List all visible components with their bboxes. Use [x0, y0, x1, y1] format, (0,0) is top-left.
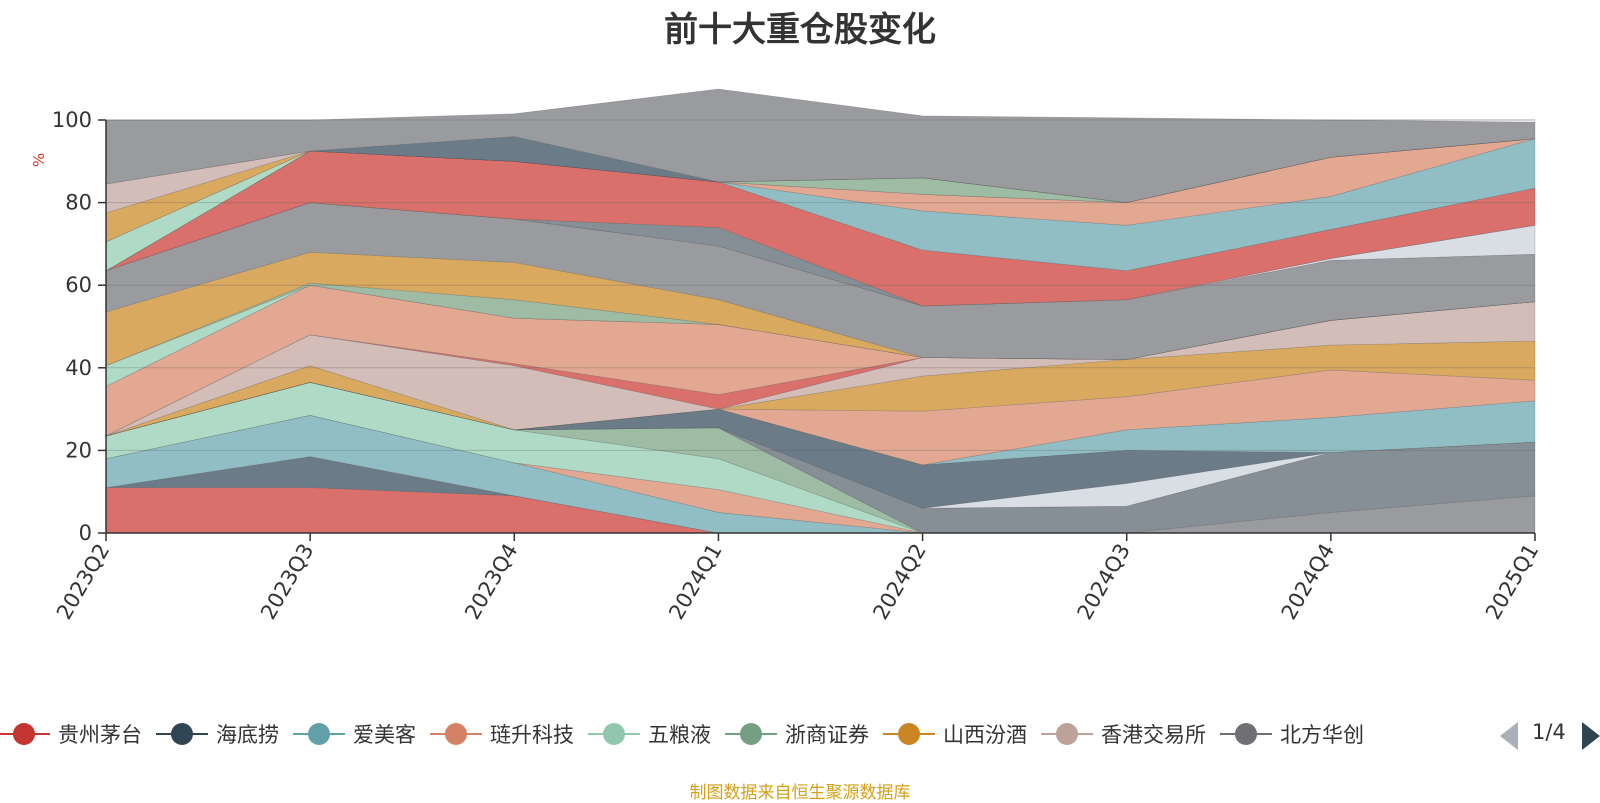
legend-item[interactable]: 五粮液	[588, 714, 711, 754]
legend-item[interactable]: 海底捞	[156, 714, 279, 754]
legend-marker-icon	[725, 721, 777, 747]
area-band-19	[105, 202, 1536, 360]
source-note: 制图数据来自恒生聚源数据库	[689, 783, 911, 803]
y-tick-label: 0	[79, 521, 92, 545]
y-tick-label: 80	[65, 191, 92, 215]
legend-marker-icon	[1220, 721, 1272, 747]
x-tick-label: 2024Q4	[1277, 540, 1339, 624]
area-band-5	[105, 381, 1535, 534]
legend-marker-icon	[588, 721, 640, 747]
legend-items: 贵州茅台 海底捞 爱美客 琏升科技 五粮液 浙商证券 山西汾酒 香港交易所 北方华创	[0, 714, 1480, 754]
legend-item[interactable]: 琏升科技	[430, 714, 574, 754]
legend-marker-dot	[308, 723, 330, 745]
legend-label: 浙商证券	[785, 723, 869, 747]
legend-item[interactable]: 北方华创	[1220, 714, 1364, 754]
x-tick-label: 2023Q4	[460, 540, 522, 624]
legend-label: 爱美客	[353, 723, 416, 747]
area-band-20	[105, 202, 1536, 307]
legend-marker-dot	[445, 723, 467, 745]
legend-marker-icon	[883, 721, 935, 747]
legend-item[interactable]: 爱美客	[293, 714, 416, 754]
legend-item[interactable]: 浙商证券	[725, 714, 869, 754]
legend-marker-dot	[898, 723, 920, 745]
legend-marker-icon	[293, 721, 345, 747]
legend-label: 北方华创	[1280, 723, 1364, 747]
legend-item[interactable]: 山西汾酒	[883, 714, 1027, 754]
area-band-12	[105, 340, 1536, 437]
legend-marker-dot	[13, 723, 35, 745]
x-tick-label: 2023Q2	[52, 540, 114, 624]
x-tick-label: 2023Q3	[256, 540, 318, 624]
area-series-group	[105, 88, 1536, 534]
legend-next-page-icon[interactable]	[1582, 722, 1600, 750]
y-tick-label: 20	[65, 438, 92, 462]
legend-label: 香港交易所	[1101, 723, 1206, 747]
x-tick-label: 2025Q1	[1481, 540, 1543, 624]
legend-marker-icon	[0, 721, 50, 747]
legend-pager: 1/4	[1500, 714, 1600, 754]
legend-marker-icon	[430, 721, 482, 747]
legend-marker-dot	[740, 723, 762, 745]
area-band-11	[105, 369, 1536, 466]
legend-label: 贵州茅台	[58, 723, 142, 747]
legend-marker-dot	[1235, 723, 1257, 745]
legend-label: 琏升科技	[490, 723, 574, 747]
area-band-23	[105, 138, 1536, 272]
legend-label: 海底捞	[216, 723, 279, 747]
legend-marker-icon	[1041, 721, 1093, 747]
chart-title: 前十大重仓股变化	[664, 10, 936, 50]
legend-item[interactable]: 香港交易所	[1041, 714, 1206, 754]
area-band-1	[105, 456, 1535, 534]
area-band-10	[105, 381, 1536, 466]
legend-label: 山西汾酒	[943, 723, 1027, 747]
legend: 贵州茅台 海底捞 爱美客 琏升科技 五粮液 浙商证券 山西汾酒 香港交易所 北方华创 1/4	[0, 714, 1600, 754]
y-tick-label: 40	[65, 356, 92, 380]
legend-marker-dot	[603, 723, 625, 745]
legend-prev-page-icon[interactable]	[1500, 722, 1518, 750]
stacked-area-chart: 0 20 40 60 80 100 2023Q2 2023Q3 2023Q4 2024Q1 2024…	[30, 88, 1543, 624]
x-tick-label: 2024Q3	[1073, 540, 1135, 624]
legend-label: 五粮液	[648, 723, 711, 747]
legend-marker-icon	[156, 721, 208, 747]
x-tick-label: 2024Q2	[868, 540, 930, 624]
legend-page-indicator: 1/4	[1532, 720, 1566, 744]
x-tick-label: 2024Q1	[664, 540, 726, 624]
area-band-22	[105, 150, 1536, 307]
area-band-3	[105, 414, 1535, 534]
legend-marker-dot	[1056, 723, 1078, 745]
y-tick-label: 100	[52, 108, 92, 132]
area-band-30	[105, 88, 1536, 203]
y-axis-label: %	[30, 153, 48, 167]
legend-item[interactable]: 贵州茅台	[0, 714, 142, 754]
y-tick-label: 60	[65, 273, 92, 297]
legend-marker-dot	[171, 723, 193, 745]
